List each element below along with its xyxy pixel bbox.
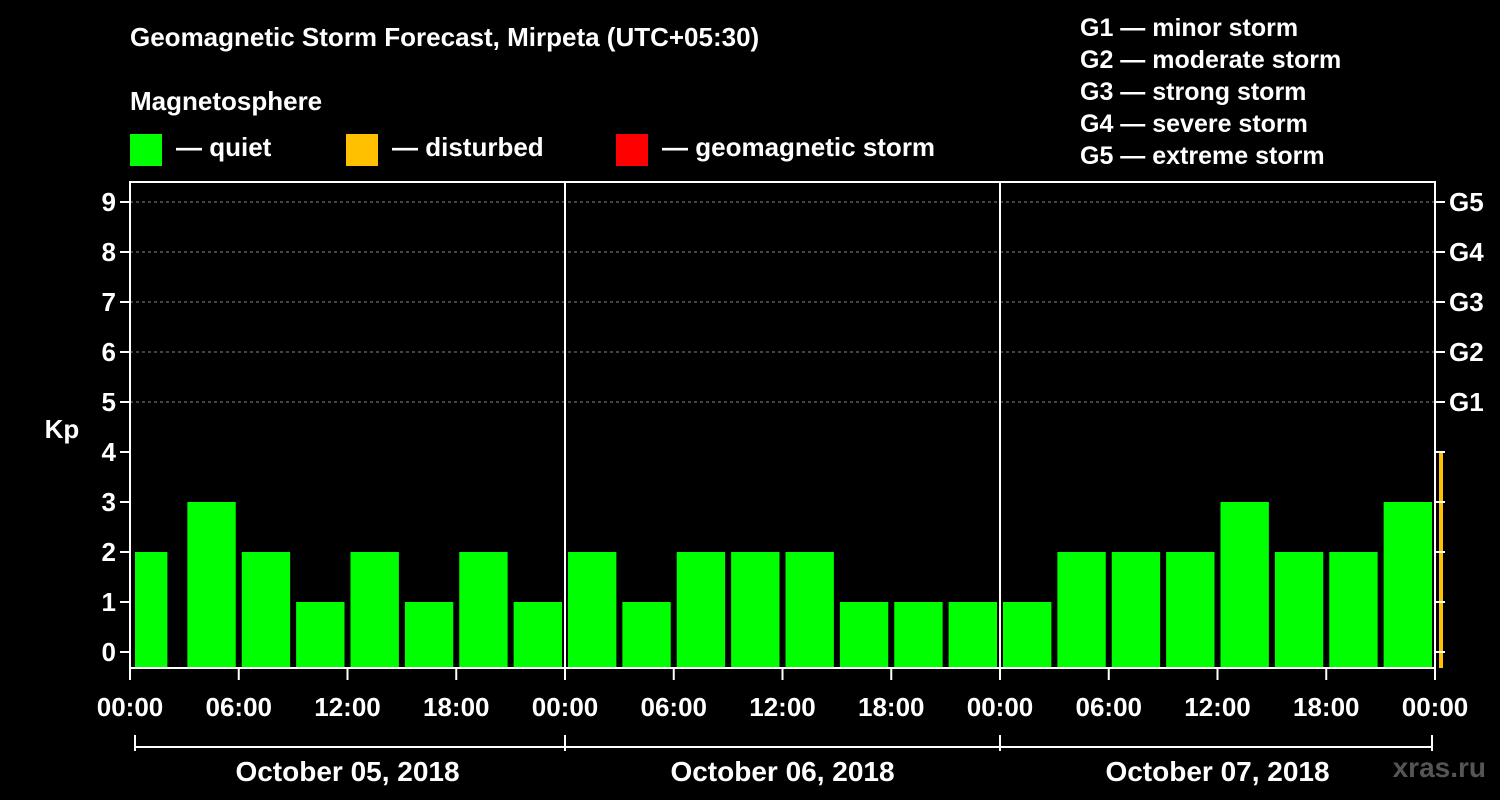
kp-bar [568,552,617,668]
x-tick-label: 06:00 [641,692,708,722]
storm-scale-legend: G1 — minor storm G2 — moderate storm G3 … [1080,12,1341,172]
x-tick-label: 18:00 [1293,692,1360,722]
legend-swatch-disturbed [346,134,378,166]
day-label: October 06, 2018 [670,756,894,787]
x-tick-label: 00:00 [97,692,164,722]
chart-title: Geomagnetic Storm Forecast, Mirpeta (UTC… [130,22,760,52]
y-tick-label: 1 [102,587,116,617]
kp-bar [1439,452,1443,668]
day-label: October 07, 2018 [1105,756,1329,787]
y-tick-label: 8 [102,237,116,267]
kp-bar [785,552,834,668]
y-tick-label: 3 [102,487,116,517]
kp-bar [731,552,780,668]
storm-level-label: G1 [1449,387,1484,417]
legend-label-storm: — geomagnetic storm [662,132,936,162]
kp-bar [1111,552,1161,668]
kp-bar [948,602,997,668]
storm-level-label: G2 [1449,337,1484,367]
storm-level-label: G3 [1449,287,1484,317]
storm-scale-g5: G5 — extreme storm [1080,142,1325,170]
y-tick-label: 4 [102,437,117,467]
y-tick-label: 7 [102,287,116,317]
kp-bar [1274,552,1324,668]
kp-bar [1166,552,1215,668]
kp-bar [839,602,889,668]
x-tick-label: 12:00 [1184,692,1251,722]
kp-bar [187,502,236,668]
legend-swatch-storm [616,134,648,166]
kp-bar [1383,502,1432,668]
y-tick-label: 6 [102,337,116,367]
kp-bar [1329,552,1378,668]
kp-bar [241,552,291,668]
storm-scale-g4: G4 — severe storm [1080,110,1308,138]
kp-bar [513,602,562,668]
legend-label-quiet: — quiet [176,132,272,162]
storm-scale-g2: G2 — moderate storm [1080,46,1342,74]
storm-scale-g1: G1 — minor storm [1080,14,1299,42]
kp-bar [1057,552,1106,668]
kp-bar [1003,602,1052,668]
y-tick-label: 5 [102,387,116,417]
watermark: xras.ru [1392,752,1486,783]
x-tick-label: 00:00 [967,692,1034,722]
x-tick-label: 18:00 [423,692,490,722]
kp-bar [676,552,726,668]
x-tick-label: 12:00 [314,692,381,722]
y-axis-label: Kp [45,414,80,444]
x-tick-label: 12:00 [749,692,816,722]
y-tick-label: 9 [102,187,116,217]
kp-bar [622,602,671,668]
x-tick-label: 00:00 [1402,692,1469,722]
y-tick-label: 0 [102,637,116,667]
legend-swatch-quiet [130,134,162,166]
x-tick-label: 06:00 [1076,692,1143,722]
storm-level-label: G5 [1449,187,1484,217]
kp-bar [404,602,454,668]
y-tick-label: 2 [102,537,116,567]
x-tick-label: 00:00 [532,692,599,722]
x-tick-label: 18:00 [858,692,925,722]
legend-label-disturbed: — disturbed [392,132,544,162]
kp-bar [135,552,168,668]
kp-bar [350,552,399,668]
legend-title: Magnetosphere [130,86,323,116]
kp-bar [296,602,345,668]
kp-bar [1220,502,1269,668]
storm-level-label: G4 [1449,237,1484,267]
kp-bar [459,552,508,668]
x-tick-label: 06:00 [206,692,273,722]
storm-scale-g3: G3 — strong storm [1080,78,1307,106]
day-label: October 05, 2018 [235,756,459,787]
kp-bar [894,602,943,668]
